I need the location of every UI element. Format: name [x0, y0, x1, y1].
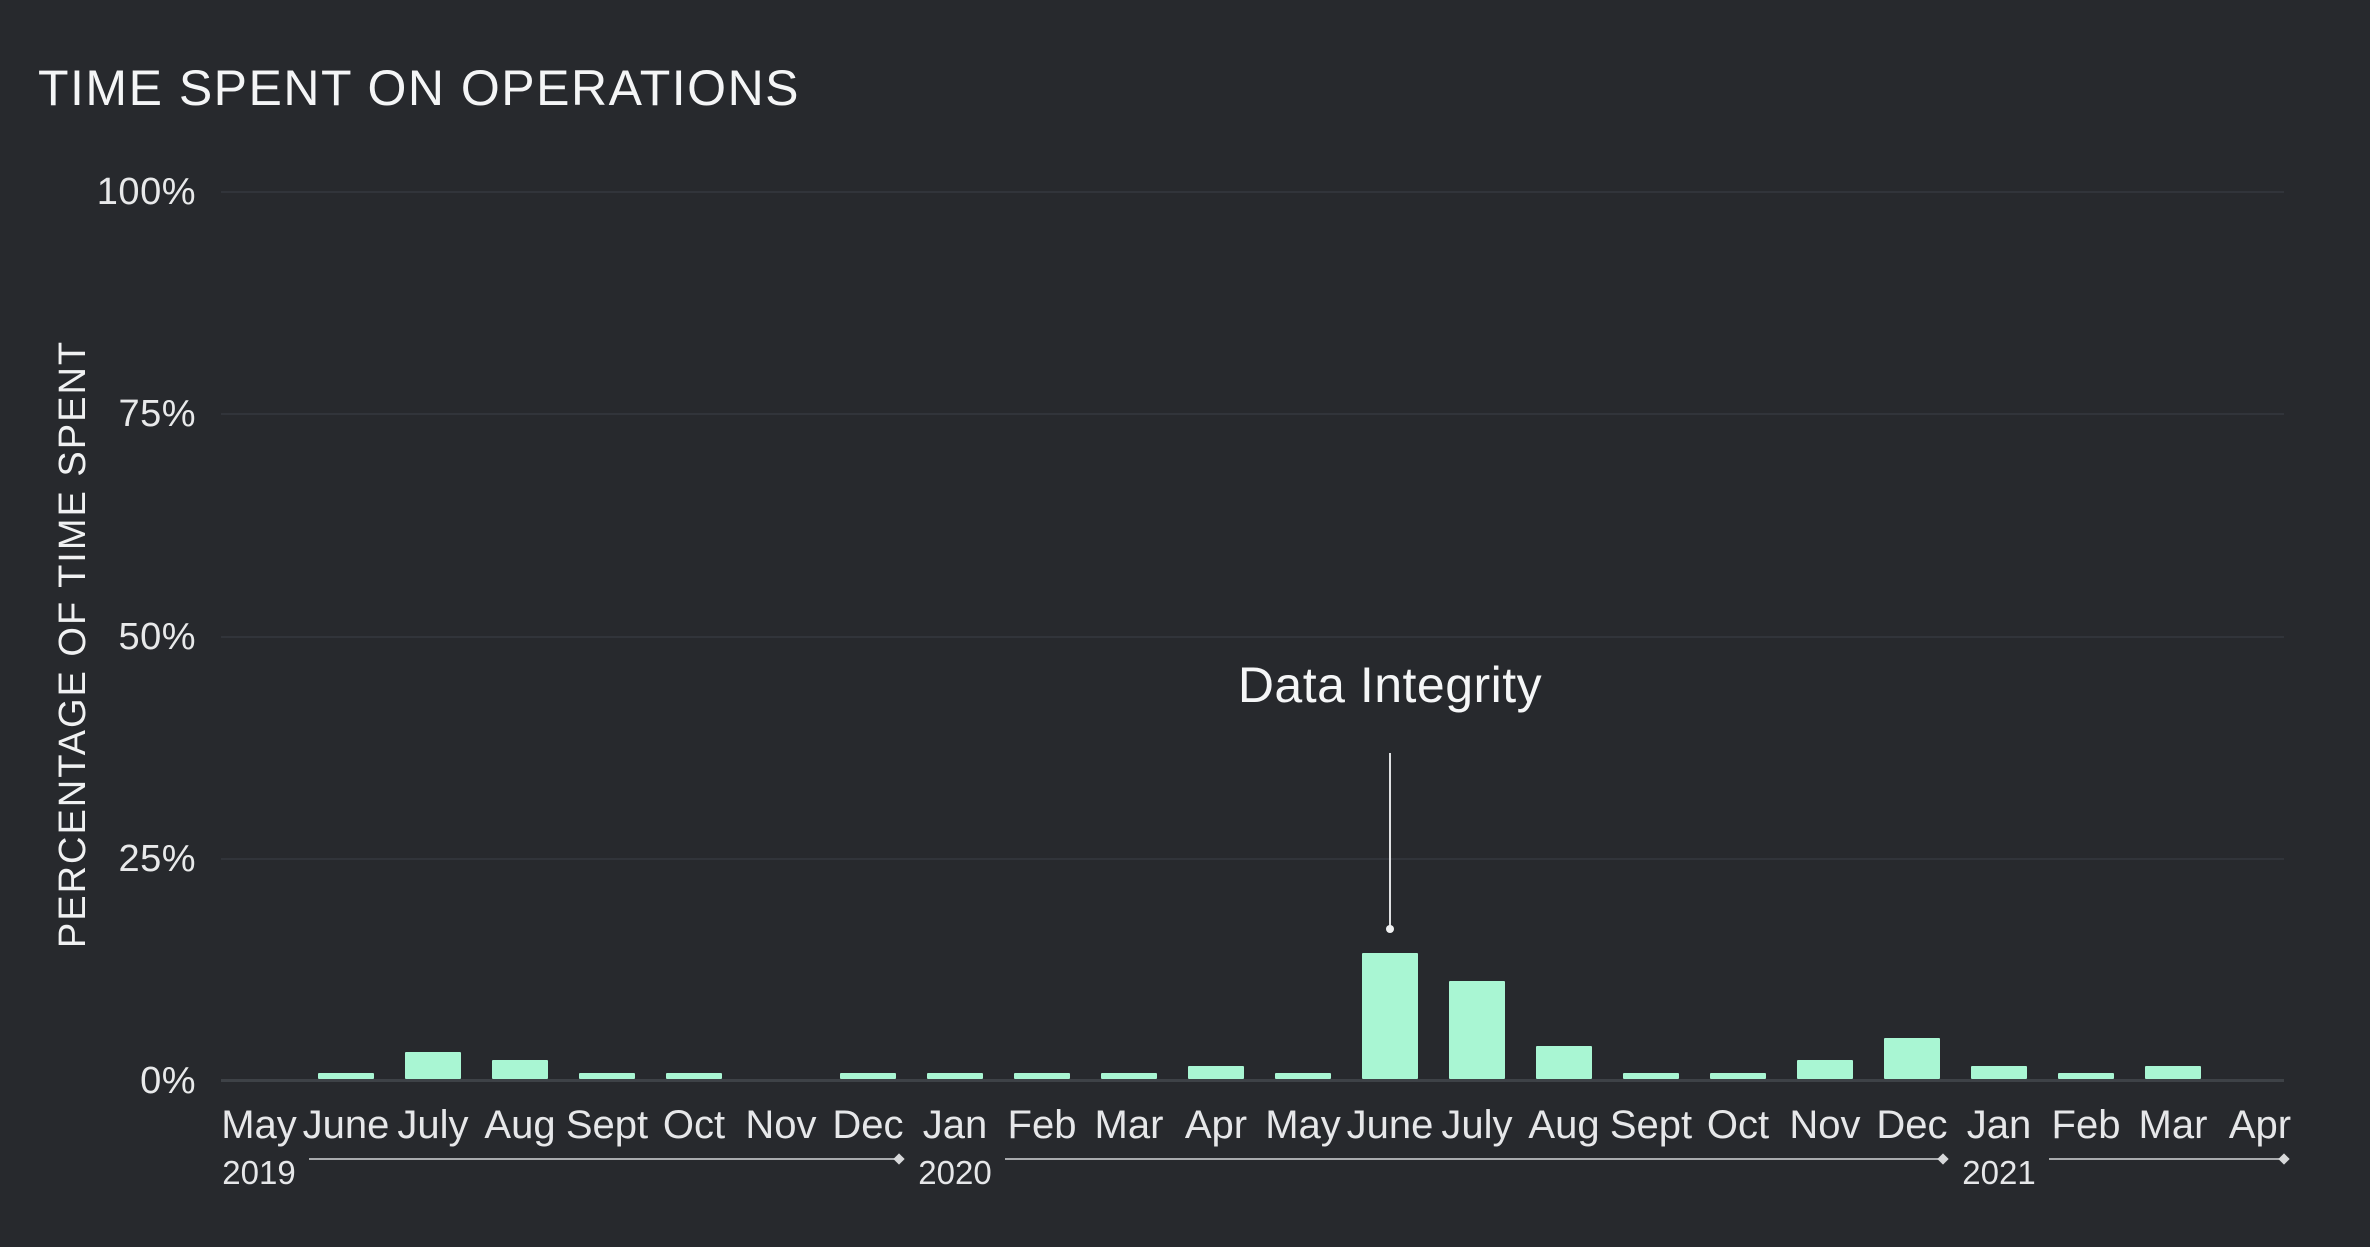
month-label: July: [397, 1103, 469, 1147]
annotation-arrow-dot: [1386, 925, 1394, 933]
bar: [666, 1073, 722, 1079]
month-label: Sept: [1609, 1103, 1693, 1147]
month-label: Mar: [2138, 1103, 2208, 1147]
month-label: June: [1346, 1103, 1434, 1147]
y-tick-label: 25%: [118, 838, 196, 880]
bar: [1536, 1046, 1592, 1079]
month-label: Aug: [1528, 1103, 1600, 1147]
bar: [1362, 953, 1418, 1079]
bar: [1449, 981, 1505, 1079]
month-label: Feb: [2051, 1103, 2121, 1147]
month-label: May: [221, 1103, 297, 1147]
bar: [318, 1073, 374, 1079]
month-label: Nov: [1789, 1103, 1861, 1147]
month-label: Nov: [745, 1103, 817, 1147]
month-label: Dec: [1876, 1103, 1948, 1147]
x-axis-line: [221, 1079, 2284, 1082]
year-ruler-line: [309, 1153, 905, 1165]
bar: [840, 1073, 896, 1079]
bar: [1797, 1060, 1853, 1079]
month-label: Apr: [2228, 1103, 2292, 1147]
month-label: Jan: [922, 1103, 988, 1147]
bar: [1710, 1073, 1766, 1079]
month-label: Sept: [565, 1103, 649, 1147]
month-label: Feb: [1007, 1103, 1077, 1147]
month-label: Oct: [662, 1103, 726, 1147]
year-label: 2019: [222, 1154, 296, 1191]
bar: [1014, 1073, 1070, 1079]
month-label: Apr: [1184, 1103, 1248, 1147]
bar: [492, 1060, 548, 1079]
bar: [1188, 1066, 1244, 1079]
bar: [927, 1073, 983, 1079]
y-tick-label: 50%: [118, 616, 196, 658]
annotation-label: Data Integrity: [1237, 657, 1543, 713]
gridline: [221, 858, 2284, 860]
month-label: May: [1265, 1103, 1341, 1147]
bar: [579, 1073, 635, 1079]
gridline: [221, 191, 2284, 193]
gridline: [221, 413, 2284, 415]
y-tick-label: 100%: [96, 171, 196, 213]
bar: [405, 1052, 461, 1079]
bar: [1101, 1073, 1157, 1079]
y-tick-label: 75%: [118, 393, 196, 435]
ruler-arrow-dot: [2278, 1153, 2290, 1165]
bar: [2058, 1073, 2114, 1079]
month-label: Jan: [1966, 1103, 2032, 1147]
year-ruler-line: [2049, 1153, 2290, 1165]
month-label: Aug: [484, 1103, 556, 1147]
year-label: 2021: [1962, 1154, 2036, 1191]
year-label: 2020: [918, 1154, 992, 1191]
month-label: June: [302, 1103, 390, 1147]
month-label: July: [1441, 1103, 1513, 1147]
bar: [1275, 1073, 1331, 1079]
month-label: Oct: [1706, 1103, 1770, 1147]
bar: [1971, 1066, 2027, 1079]
annotation-pointer-line: [1386, 753, 1394, 933]
plot-area: [221, 191, 2284, 1082]
bar: [2145, 1066, 2201, 1079]
year-ruler-line: [1005, 1153, 1949, 1165]
bar: [1623, 1073, 1679, 1079]
gridline: [221, 636, 2284, 638]
bar: [1884, 1038, 1940, 1079]
y-tick-label: 0%: [140, 1060, 196, 1102]
chart-title: TIME SPENT ON OPERATIONS: [38, 60, 801, 116]
month-label: Mar: [1094, 1103, 1164, 1147]
month-label: Dec: [832, 1103, 904, 1147]
